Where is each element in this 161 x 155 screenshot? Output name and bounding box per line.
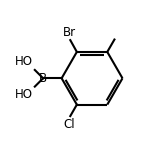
Text: Br: Br — [63, 26, 76, 39]
Text: HO: HO — [15, 55, 33, 68]
Text: Cl: Cl — [64, 118, 76, 131]
Text: HO: HO — [15, 88, 33, 101]
Text: B: B — [39, 72, 47, 85]
